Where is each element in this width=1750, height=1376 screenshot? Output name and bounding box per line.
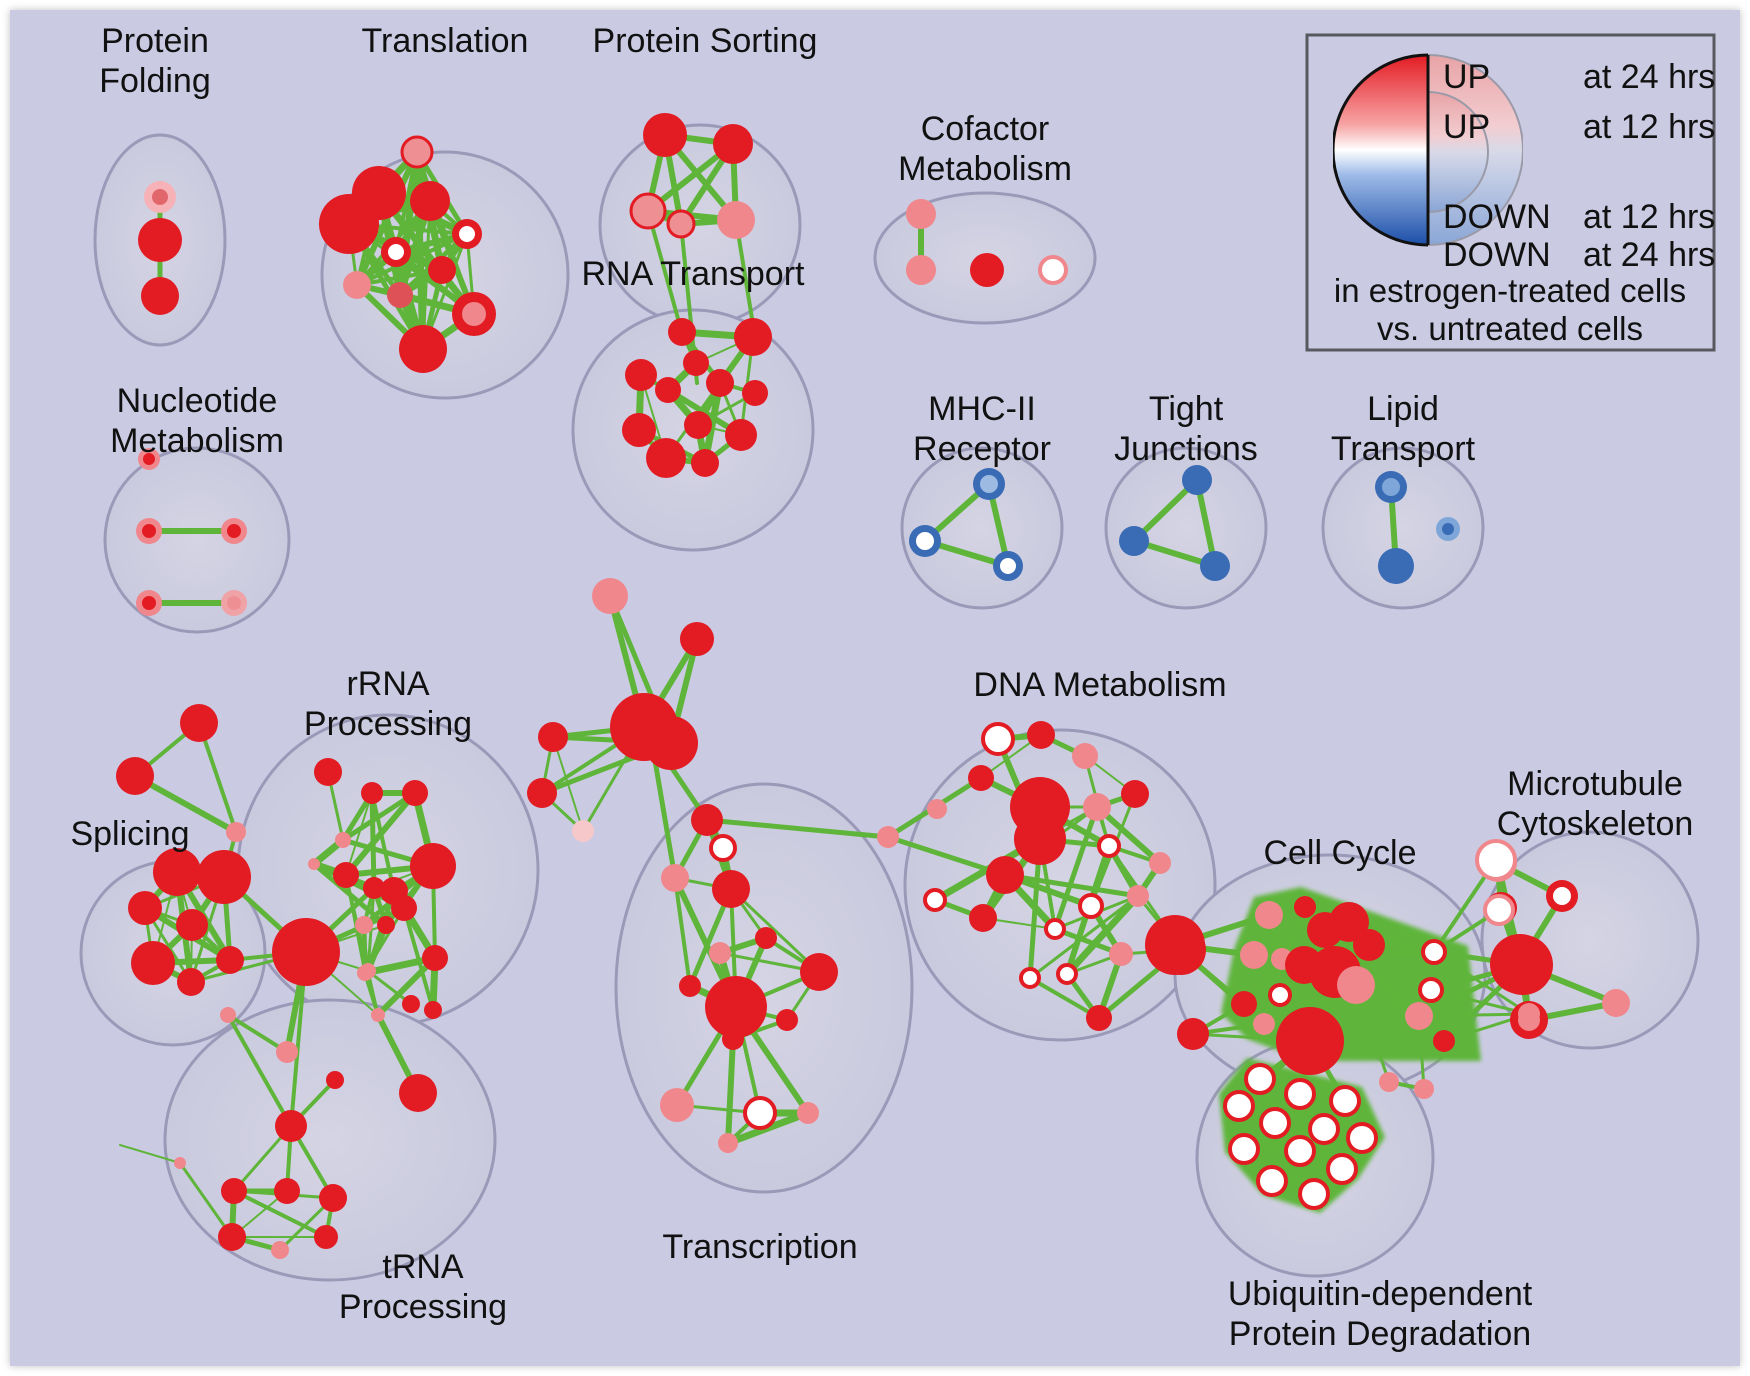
svg-text:Processing: Processing	[304, 705, 472, 743]
svg-text:vs. untreated cells: vs. untreated cells	[1377, 310, 1643, 347]
svg-text:Protein Degradation: Protein Degradation	[1229, 1315, 1531, 1353]
svg-text:Translation: Translation	[362, 22, 529, 60]
svg-text:RNA Transport: RNA Transport	[582, 255, 806, 293]
svg-text:Splicing: Splicing	[70, 815, 189, 853]
svg-text:Tight: Tight	[1149, 390, 1224, 428]
svg-text:at 12 hrs: at 12 hrs	[1583, 198, 1715, 236]
svg-text:in estrogen-treated cells: in estrogen-treated cells	[1334, 272, 1686, 309]
svg-text:MHC-II: MHC-II	[928, 390, 1036, 428]
svg-text:UP: UP	[1443, 108, 1490, 146]
svg-text:UP: UP	[1443, 58, 1490, 96]
svg-text:at 24 hrs: at 24 hrs	[1583, 58, 1715, 96]
svg-text:Cell Cycle: Cell Cycle	[1263, 834, 1416, 872]
svg-text:Nucleotide: Nucleotide	[117, 382, 278, 420]
svg-text:Metabolism: Metabolism	[110, 422, 284, 460]
svg-text:Receptor: Receptor	[913, 430, 1051, 468]
svg-text:rRNA: rRNA	[346, 665, 429, 703]
svg-text:Folding: Folding	[99, 62, 211, 100]
svg-text:Transport: Transport	[1331, 430, 1476, 468]
svg-text:Cofactor: Cofactor	[921, 110, 1050, 148]
svg-text:at 12 hrs: at 12 hrs	[1583, 108, 1715, 146]
svg-text:Microtubule: Microtubule	[1507, 765, 1683, 803]
svg-text:tRNA: tRNA	[382, 1248, 464, 1286]
svg-text:Protein Sorting: Protein Sorting	[593, 22, 818, 60]
svg-text:at 24 hrs: at 24 hrs	[1583, 236, 1715, 274]
svg-text:Processing: Processing	[339, 1288, 507, 1326]
svg-text:DOWN: DOWN	[1443, 236, 1551, 274]
svg-text:Cytoskeleton: Cytoskeleton	[1497, 805, 1694, 843]
svg-text:Junctions: Junctions	[1114, 430, 1258, 468]
svg-text:DOWN: DOWN	[1443, 198, 1551, 236]
svg-text:Transcription: Transcription	[662, 1228, 857, 1266]
svg-text:Lipid: Lipid	[1367, 390, 1439, 428]
svg-text:Ubiquitin-dependent: Ubiquitin-dependent	[1228, 1275, 1533, 1313]
svg-text:Protein: Protein	[101, 22, 209, 60]
svg-text:DNA Metabolism: DNA Metabolism	[973, 666, 1226, 704]
svg-text:Metabolism: Metabolism	[898, 150, 1072, 188]
